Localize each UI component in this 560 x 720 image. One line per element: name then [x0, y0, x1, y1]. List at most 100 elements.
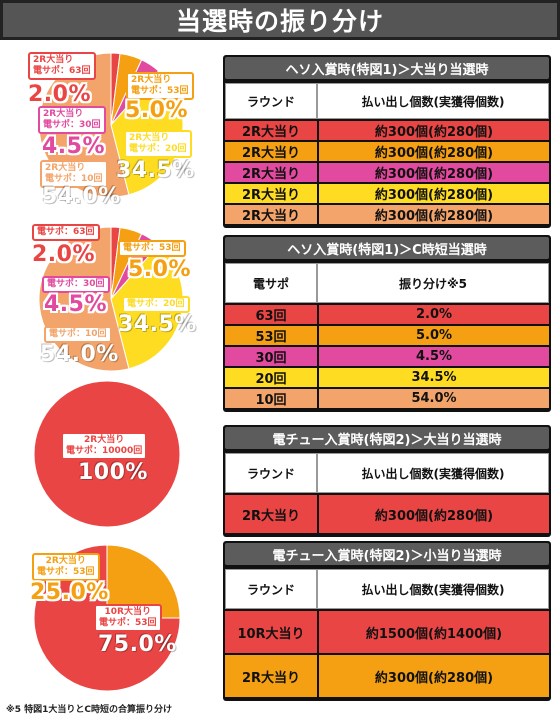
- pie4-slice-0: [106, 544, 181, 619]
- column-header-payout: 払い出し個数(実獲得個数): [317, 569, 549, 609]
- pie3-pct: 100%: [78, 460, 148, 485]
- table-hesso-c-jitan-heading: ヘソ入賞時(特図1)＞C時短当選時: [225, 237, 549, 259]
- table-denchu-jackpot-heading: 電チュー入賞時(特図2)＞大当り当選時: [225, 427, 549, 449]
- pie1-tag-53: 2R大当り 電サポ：53回: [126, 72, 194, 100]
- pie1-tag-53-line2: 電サポ：53回: [131, 86, 189, 96]
- pie1-pct-63: 2.0%: [28, 82, 92, 107]
- pie2-tag-63-line1: 電サポ：63回: [37, 227, 95, 237]
- table-hesso-jackpot-heading: ヘソ入賞時(特図1)＞大当り当選時: [225, 57, 549, 79]
- pie4-tag-2r-line2: 電サポ：53回: [37, 567, 95, 577]
- table-cell-round: 2R大当り: [225, 495, 317, 533]
- pie4-tag-10r-line1: 10R大当り: [104, 607, 151, 617]
- table-cell-payout: 約1500個(約1400個): [317, 611, 549, 653]
- pie4-tag-2r: 2R大当り 電サポ：53回: [32, 553, 100, 581]
- table-row: 2R大当り 約300個(約280個): [225, 495, 549, 533]
- pie1-tag-10-line1: 2R大当り: [45, 163, 86, 173]
- column-header-round: ラウンド: [225, 569, 317, 609]
- column-header-distribution: 振り分け※5: [317, 263, 549, 303]
- table-cell-round: 2R大当り: [225, 142, 317, 161]
- pie1-tag-63-line2: 電サポ：63回: [33, 66, 91, 76]
- column-header-round: ラウンド: [225, 83, 317, 119]
- table-hesso-c-jitan: ヘソ入賞時(特図1)＞C時短当選時 電サポ 振り分け※5 63回 2.0% 53…: [223, 235, 551, 412]
- pie4-tag-10r-line2: 電サポ：53回: [99, 618, 157, 628]
- table-cell-distribution: 54.0%: [317, 389, 549, 408]
- table-row: 30回 4.5%: [225, 347, 549, 366]
- table-cell-payout: 約300個(約280個): [317, 184, 549, 203]
- pie1-pct-30: 4.5%: [42, 134, 106, 159]
- pie2-pct-30: 4.5%: [44, 292, 108, 317]
- table-hesso-c-jitan-grid: 電サポ 振り分け※5 63回 2.0% 53回 5.0% 30回 4.5%: [225, 261, 549, 410]
- table-cell-densapo: 20回: [225, 368, 317, 387]
- pie1-tag-63-line1: 2R大当り: [33, 55, 74, 65]
- pie3-tag: 2R大当り 電サポ：10000回: [61, 432, 148, 460]
- table-denchu-jackpot: 電チュー入賞時(特図2)＞大当り当選時 ラウンド 払い出し個数(実獲得個数) 2…: [223, 425, 551, 537]
- pie2-tag-10: 電サポ：10回: [44, 326, 112, 343]
- pie4-pct-2r: 25.0%: [30, 580, 109, 605]
- table-cell-distribution: 34.5%: [317, 368, 549, 387]
- table-cell-round: 10R大当り: [225, 611, 317, 653]
- table-denchu-jackpot-grid: ラウンド 払い出し個数(実獲得個数) 2R大当り 約300個(約280個): [225, 451, 549, 535]
- table-cell-payout: 約300個(約280個): [317, 655, 549, 697]
- pie1-tag-10: 2R大当り 電サポ：10回: [40, 160, 108, 188]
- page-title-text: 当選時の振り分け: [175, 7, 384, 36]
- table-hesso-jackpot: ヘソ入賞時(特図1)＞大当り当選時 ラウンド 払い出し個数(実獲得個数) 2R大…: [223, 55, 551, 228]
- pie1-tag-63: 2R大当り 電サポ：63回: [28, 52, 96, 80]
- table-cell-payout: 約300個(約280個): [317, 205, 549, 224]
- table-cell-densapo: 53回: [225, 326, 317, 345]
- pie1-tag-20-line2: 電サポ：20回: [129, 144, 187, 154]
- table-cell-payout: 約300個(約280個): [317, 495, 549, 533]
- table-cell-densapo: 10回: [225, 389, 317, 408]
- pie1-pct-53: 5.0%: [125, 98, 189, 123]
- table-row: 2R大当り 約300個(約280個): [225, 184, 549, 203]
- table-cell-payout: 約300個(約280個): [317, 121, 549, 140]
- pie2-tag-63: 電サポ：63回: [32, 224, 100, 241]
- table-header-row: ラウンド 払い出し個数(実獲得個数): [225, 453, 549, 493]
- pie1-tag-20-line1: 2R大当り: [129, 133, 170, 143]
- table-header-row: ラウンド 払い出し個数(実獲得個数): [225, 569, 549, 609]
- table-cell-densapo: 30回: [225, 347, 317, 366]
- column-header-densapo: 電サポ: [225, 263, 317, 303]
- table-cell-round: 2R大当り: [225, 205, 317, 224]
- pie1-tag-20: 2R大当り 電サポ：20回: [124, 130, 192, 158]
- pie2-pct-53: 5.0%: [128, 257, 192, 282]
- footnote: ※5 特図1大当りとC時短の合算振り分け: [6, 705, 173, 715]
- pie2-tag-20-line1: 電サポ：20回: [127, 299, 185, 309]
- pie2-tag-20: 電サポ：20回: [122, 296, 190, 313]
- table-row: 2R大当り 約300個(約280個): [225, 205, 549, 224]
- table-denchu-small-hit-heading: 電チュー入賞時(特図2)＞小当り当選時: [225, 543, 549, 565]
- table-cell-distribution: 5.0%: [317, 326, 549, 345]
- pie-chart-4-svg: [33, 544, 181, 692]
- pie2-pct-20: 34.5%: [118, 312, 197, 337]
- table-denchu-small-hit: 電チュー入賞時(特図2)＞小当り当選時 ラウンド 払い出し個数(実獲得個数) 1…: [223, 541, 551, 701]
- table-cell-distribution: 2.0%: [317, 305, 549, 324]
- pie2-tag-53-line1: 電サポ：53回: [123, 243, 181, 253]
- column-header-payout: 払い出し個数(実獲得個数): [317, 453, 549, 493]
- table-cell-payout: 約300個(約280個): [317, 142, 549, 161]
- table-hesso-jackpot-grid: ラウンド 払い出し個数(実獲得個数) 2R大当り 約300個(約280個) 2R…: [225, 81, 549, 226]
- table-cell-round: 2R大当り: [225, 655, 317, 697]
- pie3-tag-line2: 電サポ：10000回: [66, 446, 143, 456]
- table-denchu-small-hit-grid: ラウンド 払い出し個数(実獲得個数) 10R大当り 約1500個(約1400個)…: [225, 567, 549, 699]
- column-header-round: ラウンド: [225, 453, 317, 493]
- table-cell-distribution: 4.5%: [317, 347, 549, 366]
- pie1-pct-20: 34.5%: [116, 158, 195, 183]
- pie1-tag-53-line1: 2R大当り: [131, 75, 172, 85]
- table-row: 10R大当り 約1500個(約1400個): [225, 611, 549, 653]
- pie4-tag-2r-line1: 2R大当り: [45, 556, 86, 566]
- pie2-tag-30: 電サポ：30回: [42, 276, 110, 293]
- table-header-row: ラウンド 払い出し個数(実獲得個数): [225, 83, 549, 119]
- table-cell-densapo: 63回: [225, 305, 317, 324]
- pie1-tag-10-line2: 電サポ：10回: [45, 174, 103, 184]
- pie1-tag-30: 2R大当り 電サポ：30回: [38, 106, 106, 134]
- table-cell-round: 2R大当り: [225, 121, 317, 140]
- pie1-tag-30-line2: 電サポ：30回: [43, 120, 101, 130]
- pie4-pct-10r: 75.0%: [98, 632, 177, 657]
- pie2-tag-30-line1: 電サポ：30回: [47, 279, 105, 289]
- table-row: 2R大当り 約300個(約280個): [225, 655, 549, 697]
- table-row: 2R大当り 約300個(約280個): [225, 142, 549, 161]
- pie2-tag-10-line1: 電サポ：10回: [49, 329, 107, 339]
- column-header-payout: 払い出し個数(実獲得個数): [317, 83, 549, 119]
- pie4-tag-10r: 10R大当り 電サポ：53回: [94, 604, 162, 632]
- table-row: 63回 2.0%: [225, 305, 549, 324]
- table-row: 20回 34.5%: [225, 368, 549, 387]
